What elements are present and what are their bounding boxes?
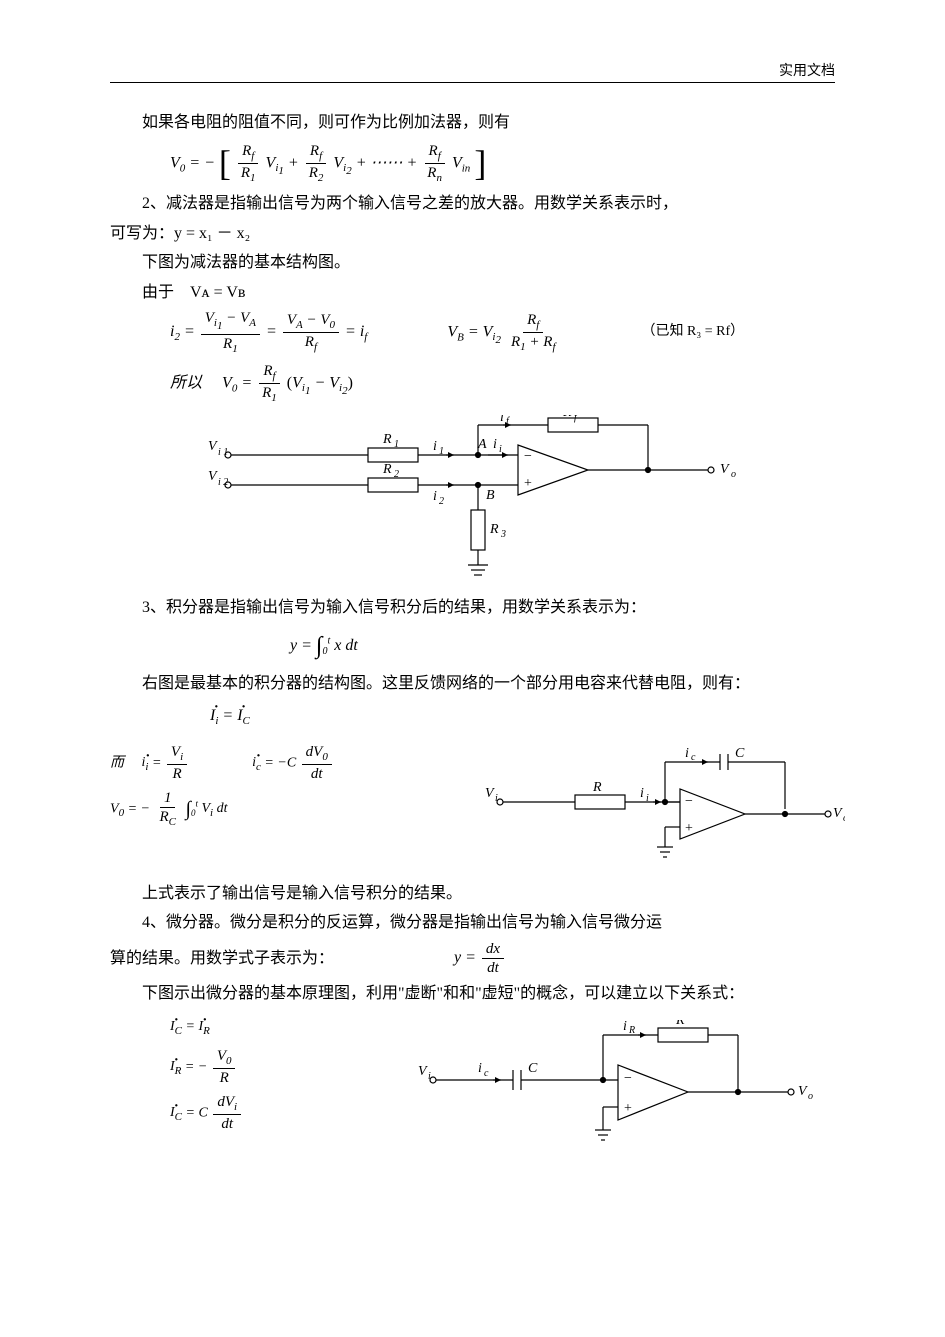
formula-adder: V0 = − [ RfR1 Vi1 + RfR2 Vi2 + ⋯⋯ + RfRn… [170, 142, 845, 185]
svg-text:R: R [628, 1025, 635, 1036]
svg-text:f: f [574, 415, 578, 423]
svg-text:C: C [735, 747, 745, 761]
svg-text:o: o [843, 813, 845, 824]
svg-text:i: i [478, 1061, 482, 1076]
svg-text:i: i [495, 793, 498, 804]
formula-i2: i2 = Vi1 − VAR1 = VA − V0Rf = if [170, 309, 367, 356]
svg-text:R: R [382, 432, 392, 447]
integrator-circuit-col: Vi R ii ic [485, 737, 845, 877]
paragraph-2b: 可写为：y = x₁ － x₂ [110, 221, 845, 247]
paragraph-4: 由于 Vᴀ = Vʙ [110, 280, 845, 306]
svg-text:i: i [433, 489, 437, 504]
svg-text:R: R [592, 780, 602, 795]
svg-text:i: i [499, 444, 502, 455]
svg-text:c: c [691, 752, 696, 763]
differentiator-circuit-diagram: Vi ic C iR [418, 1020, 818, 1150]
diff-circuit-col: Vi ic C iR [390, 1010, 845, 1160]
svg-text:R: R [675, 1020, 685, 1028]
content: 如果各电阻的阻值不同，则可作为比例加法器，则有 V0 = − [ RfR1 Vi… [110, 110, 845, 1160]
svg-text:C: C [528, 1061, 538, 1076]
svg-text:−: − [624, 1071, 632, 1086]
paragraph-9: 下图示出微分器的基本原理图，利用"虚断"和和"虚短"的概念，可以建立以下关系式： [110, 981, 845, 1007]
svg-text:i 1: i 1 [218, 447, 228, 458]
formula-integral-def: y = ∫0t x dt [290, 627, 845, 665]
svg-text:V: V [208, 439, 218, 454]
svg-text:+: + [624, 1101, 632, 1116]
svg-text:i: i [640, 786, 644, 801]
formula-diff-def: y = dxdt [454, 940, 506, 977]
subtractor-circuit-diagram: Vi 1 R1 i1 Vi 2 R2 i2 [208, 415, 748, 585]
svg-text:V: V [833, 806, 843, 821]
svg-text:1: 1 [394, 439, 399, 450]
svg-text:2: 2 [394, 469, 399, 480]
formula-vo-subtractor: 所以 V0 = RfR1 (Vi1 − Vi2) [170, 362, 845, 405]
svg-text:3: 3 [500, 529, 506, 540]
svg-text:i: i [685, 747, 689, 761]
svg-text:R: R [489, 522, 499, 537]
diff-formulas: IC = IR IR = − V0R IC = C dVidt [170, 1010, 350, 1160]
svg-text:R: R [562, 415, 572, 420]
page: 实用文档 如果各电阻的阻值不同，则可作为比例加法器，则有 V0 = − [ Rf… [0, 0, 945, 1337]
svg-text:+: + [685, 821, 693, 836]
svg-text:+: + [524, 476, 532, 491]
svg-text:R: R [382, 462, 392, 477]
paragraph-3: 下图为减法器的基本结构图。 [110, 250, 845, 276]
svg-text:i: i [500, 415, 504, 425]
svg-text:i: i [493, 437, 497, 452]
svg-text:V: V [720, 462, 730, 477]
svg-text:i: i [428, 1071, 431, 1082]
svg-text:−: − [524, 449, 532, 464]
integrator-circuit-diagram: Vi R ii ic [485, 747, 845, 867]
svg-text:o: o [731, 469, 736, 480]
paragraph-8a: 4、微分器。微分是积分的反运算，微分器是指输出信号为输入信号微分运 [110, 910, 845, 936]
svg-text:1: 1 [439, 446, 444, 457]
paragraph-8b: 算的结果。用数学式子表示为： [110, 946, 334, 972]
svg-text:−: − [685, 794, 693, 809]
svg-text:i: i [646, 793, 649, 804]
svg-text:i: i [433, 439, 437, 454]
header-tag: 实用文档 [779, 60, 835, 80]
given-note: （已知 R₃ = Rf） [642, 321, 745, 343]
formula-vb: VB = Vi2 RfR1 + Rf [447, 311, 561, 354]
svg-text:c: c [484, 1068, 489, 1079]
svg-text:V: V [208, 469, 218, 484]
paragraph-2a: 2、减法器是指输出信号为两个输入信号之差的放大器。用数学关系表示时， [110, 191, 845, 217]
svg-text:V: V [798, 1084, 808, 1099]
svg-text:V: V [485, 786, 495, 801]
paragraph-6: 右图是最基本的积分器的结构图。这里反馈网络的一个部分用电容来代替电阻，则有： [110, 671, 845, 697]
svg-text:2: 2 [439, 496, 444, 507]
paragraph-5: 3、积分器是指输出信号为输入信号积分后的结果，用数学关系表示为： [110, 595, 845, 621]
svg-text:V: V [418, 1064, 428, 1079]
integrator-formulas: 而 ii = ViR ic = −C dV0dt V0 = − 1RC ∫0t … [110, 737, 445, 877]
formula-ii-ic: Ii = IC [210, 703, 845, 731]
paragraph-1: 如果各电阻的阻值不同，则可作为比例加法器，则有 [110, 110, 845, 136]
paragraph-7: 上式表示了输出信号是输入信号积分的结果。 [110, 881, 845, 907]
svg-text:i: i [623, 1020, 627, 1034]
svg-text:i 2: i 2 [218, 477, 228, 488]
svg-text:B: B [486, 488, 495, 503]
svg-text:o: o [808, 1091, 813, 1102]
header-rule [110, 82, 835, 83]
